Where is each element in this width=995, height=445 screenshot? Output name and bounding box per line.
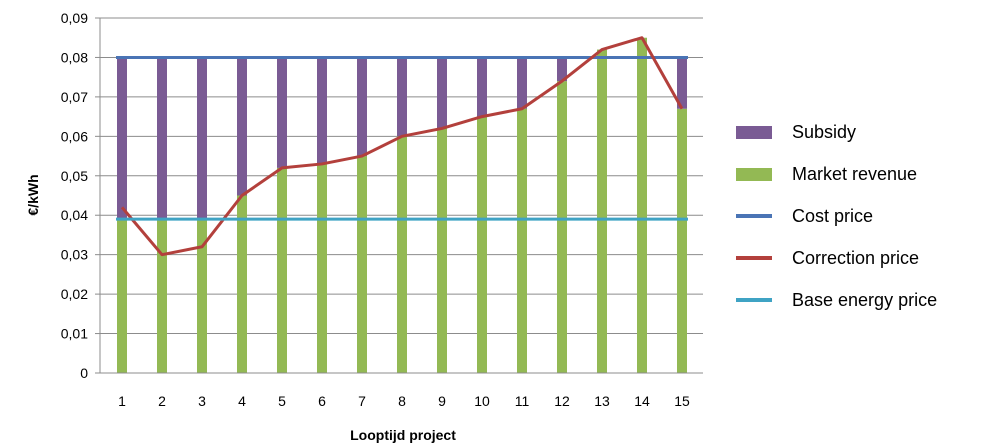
y-axis-title: €/kWh: [25, 174, 41, 215]
x-tick-label: 6: [318, 393, 326, 409]
bar-market-revenue: [197, 219, 207, 373]
legend-label: Base energy price: [792, 290, 937, 310]
x-tick-label: 4: [238, 393, 246, 409]
bars: [117, 37, 687, 374]
bar-market-revenue: [517, 108, 527, 373]
series-lines: [116, 36, 688, 257]
axes: [99, 18, 703, 374]
legend-label: Correction price: [792, 248, 919, 268]
bar-market-revenue: [117, 219, 127, 373]
legend-swatch: [736, 126, 772, 139]
bar-market-revenue: [157, 219, 167, 373]
y-tick-label: 0,03: [61, 247, 88, 263]
y-tick-label: 0,08: [61, 49, 88, 65]
bar-subsidy: [397, 57, 407, 137]
bar-market-revenue: [317, 163, 327, 373]
legend-label: Subsidy: [792, 122, 856, 142]
bar-subsidy: [437, 57, 447, 129]
legend-label: Cost price: [792, 206, 873, 226]
x-tick-label: 13: [594, 393, 610, 409]
bar-market-revenue: [637, 37, 647, 373]
bar-market-revenue: [597, 49, 607, 374]
bar-market-revenue: [397, 136, 407, 373]
bar-subsidy: [277, 57, 287, 168]
x-tick-label: 8: [398, 393, 406, 409]
y-tick-labels: 0 0,01 0,02 0,03 0,04 0,05 0,06 0,07 0,08 0,09: [61, 10, 88, 381]
x-tick-label: 2: [158, 393, 166, 409]
x-tick-label: 9: [438, 393, 446, 409]
bar-subsidy: [357, 57, 367, 157]
legend-label: Market revenue: [792, 164, 917, 184]
x-axis-title: Looptijd project: [350, 427, 456, 443]
bar-subsidy: [477, 57, 487, 117]
bar-subsidy: [157, 57, 167, 220]
bar-market-revenue: [557, 81, 567, 373]
line-correction-price: [120, 36, 684, 257]
bar-subsidy: [557, 57, 567, 82]
x-tick-label: 12: [554, 393, 570, 409]
x-tick-label: 1: [118, 393, 126, 409]
x-tick-label: 15: [674, 393, 690, 409]
y-tick-label: 0,06: [61, 128, 88, 144]
bar-subsidy: [117, 57, 127, 220]
x-tick-label: 14: [634, 393, 650, 409]
x-tick-label: 10: [474, 393, 490, 409]
y-tick-label: 0,02: [61, 286, 88, 302]
x-tick-labels: 1 2 3 4 5 6 7 8 9 10 11 12 13 14 15: [118, 393, 690, 409]
y-tick-label: 0,04: [61, 207, 88, 223]
y-tick-label: 0,05: [61, 168, 88, 184]
bar-subsidy: [517, 57, 527, 109]
y-tick-label: 0,07: [61, 89, 88, 105]
y-tick-label: 0,01: [61, 326, 88, 342]
bar-market-revenue: [237, 195, 247, 373]
bar-subsidy: [197, 57, 207, 220]
y-tick-label: 0: [80, 365, 88, 381]
x-tick-label: 11: [515, 393, 530, 409]
bar-subsidy: [677, 57, 687, 109]
legend: Subsidy Market revenue Cost price Correctio…: [736, 122, 937, 310]
legend-swatch: [736, 168, 772, 181]
y-tick-label: 0,09: [61, 10, 88, 26]
bar-market-revenue: [477, 116, 487, 373]
bar-subsidy: [317, 57, 327, 164]
x-tick-label: 7: [358, 393, 366, 409]
bar-market-revenue: [357, 156, 367, 373]
bar-market-revenue: [277, 167, 287, 373]
x-tick-label: 5: [278, 393, 286, 409]
bar-market-revenue: [677, 108, 687, 373]
bar-market-revenue: [437, 128, 447, 373]
x-tick-label: 3: [198, 393, 206, 409]
bar-subsidy: [237, 57, 247, 196]
